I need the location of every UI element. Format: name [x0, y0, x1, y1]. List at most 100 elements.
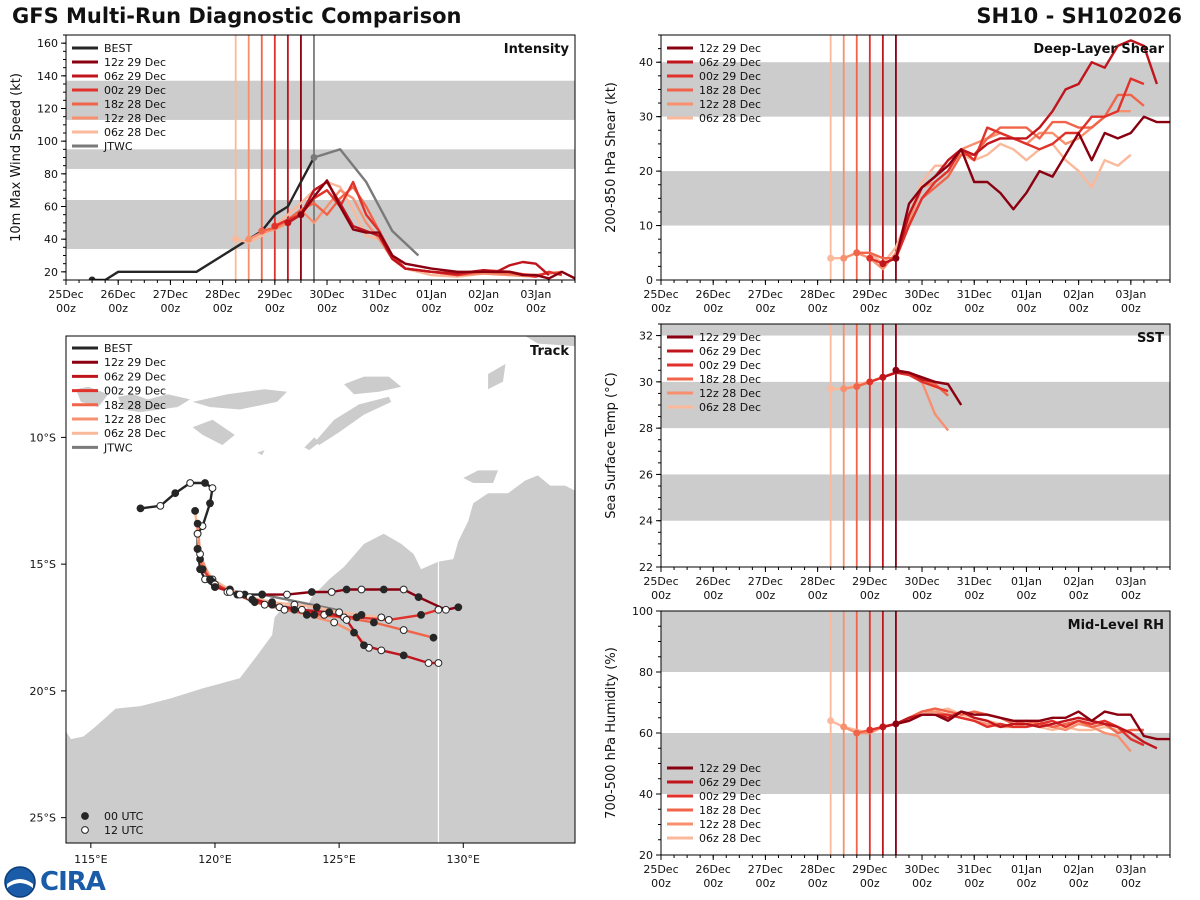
legend-label: 18z 28 Dec — [104, 98, 166, 111]
panel-title: Mid-Level RH — [1068, 618, 1164, 633]
x-tick-label-date: 27Dec — [748, 288, 783, 301]
track-point-12utc — [297, 605, 306, 614]
shaded-band — [661, 611, 1170, 672]
y-tick-label: 120 — [37, 103, 58, 116]
x-tick-label-date: 31Dec — [957, 575, 992, 588]
marker-legend-symbol — [81, 812, 89, 820]
x-tick-label-hour: 00z — [1121, 877, 1141, 890]
track-point-00utc — [136, 504, 145, 513]
x-tick-label-date: 02Jan — [1063, 863, 1094, 876]
x-tick-label-date: 03Jan — [1115, 288, 1146, 301]
track-point-00utc — [310, 610, 319, 619]
track-point-00utc — [352, 613, 361, 622]
x-tick-label-date: 30Dec — [904, 575, 939, 588]
x-tick-label-hour: 00z — [317, 302, 337, 315]
legend-label: 12z 28 Dec — [699, 387, 761, 400]
legend-label: 06z 29 Dec — [699, 56, 761, 69]
x-tick-label-date: 25Dec — [643, 288, 678, 301]
x-tick-label-date: 27Dec — [153, 288, 188, 301]
y-axis-label: 200-850 hPa Shear (kt) — [604, 82, 619, 233]
y-tick-label: 40 — [44, 233, 58, 246]
track-point-12utc — [441, 605, 450, 614]
y-tick-label: 100 — [632, 605, 653, 618]
x-tick-label-hour: 00z — [1121, 302, 1141, 315]
track-point-00utc — [379, 585, 388, 594]
series-start-point — [879, 723, 887, 731]
x-tick-label-hour: 00z — [108, 302, 128, 315]
x-tick-label-date: 30Dec — [309, 288, 344, 301]
series-start-point — [892, 254, 900, 262]
x-tick-label-hour: 00z — [1121, 589, 1141, 602]
x-tick-label-hour: 00z — [1017, 589, 1037, 602]
series-line — [895, 369, 963, 406]
panel-title: SST — [1137, 331, 1164, 346]
shaded-band — [66, 199, 575, 249]
x-tick-label-date: 29Dec — [852, 575, 887, 588]
legend-label: 12z 28 Dec — [699, 818, 761, 831]
y-tick-label: 80 — [639, 666, 653, 679]
series-line — [299, 179, 575, 280]
x-tick-label-date: 26Dec — [696, 288, 731, 301]
y-tick-label: 32 — [639, 330, 653, 343]
land-mass — [118, 394, 191, 413]
x-tick-label-date: 02Jan — [1063, 288, 1094, 301]
logo: CIRA — [4, 866, 106, 898]
track-point-12utc — [335, 608, 344, 617]
series-start-point — [245, 235, 253, 243]
track-point-12utc — [235, 590, 244, 599]
x-tick-label-date: 26Dec — [101, 288, 136, 301]
x-tick-label-hour: 00z — [651, 877, 671, 890]
y-tick-label: 0 — [646, 274, 653, 287]
legend-label: 00z 29 Dec — [699, 790, 761, 803]
legend-label: 06z 29 Dec — [104, 70, 166, 83]
shaded-band — [66, 149, 575, 169]
shaded-band — [661, 324, 1170, 336]
marker-legend-symbol — [81, 826, 89, 834]
x-tick-label-date: 25Dec — [643, 575, 678, 588]
track-point-00utc — [191, 507, 200, 515]
series-start-point — [866, 726, 874, 734]
y-tick-label: 24 — [639, 515, 653, 528]
x-tick-label-hour: 00z — [912, 302, 932, 315]
track-point-12utc — [377, 646, 386, 655]
x-tick-label-date: 26Dec — [696, 575, 731, 588]
cira-logo: CIRA — [40, 867, 106, 897]
y-tick-label: 22 — [639, 561, 653, 574]
x-tick-label-date: 31Dec — [362, 288, 397, 301]
series-start-point — [840, 254, 848, 262]
series-line — [92, 156, 316, 280]
x-tick-label-hour: 00z — [912, 877, 932, 890]
x-tick-label-hour: 00z — [808, 877, 828, 890]
x-tick-label-date: 02Jan — [468, 288, 499, 301]
track-point-00utc — [325, 608, 334, 617]
y-tick-label: 25°S — [30, 812, 56, 825]
series-line — [894, 115, 1170, 259]
series-start-point — [827, 717, 835, 725]
y-tick-label: 60 — [639, 727, 653, 740]
track-point-00utc — [258, 590, 267, 599]
x-tick-label-date: 01Jan — [416, 288, 447, 301]
track-point-12utc — [283, 590, 291, 599]
track-point-00utc — [429, 633, 438, 642]
land-mass — [463, 470, 498, 483]
legend-label: 12z 28 Dec — [104, 112, 166, 125]
track-point-12utc — [399, 585, 408, 594]
marker-legend-label: 00 UTC — [104, 810, 144, 823]
x-tick-label-date: 03Jan — [1115, 863, 1146, 876]
legend-label: 18z 28 Dec — [104, 399, 166, 412]
x-tick-label-hour: 00z — [651, 589, 671, 602]
x-tick-label-hour: 00z — [213, 302, 233, 315]
track-point-00utc — [268, 600, 276, 609]
shaded-band — [66, 80, 575, 120]
x-tick-label-hour: 00z — [1069, 302, 1089, 315]
track-point-12utc — [225, 588, 234, 596]
track-point-00utc — [206, 499, 214, 508]
track-point-12utc — [434, 659, 443, 667]
legend-label: 00z 29 Dec — [699, 359, 761, 372]
y-tick-label: 20°S — [30, 685, 56, 698]
track-point-12utc — [186, 479, 195, 487]
noaa-logo-icon — [4, 866, 36, 898]
x-tick-label-hour: 00z — [808, 589, 828, 602]
track-point-00utc — [198, 565, 207, 574]
series-start-point — [866, 254, 874, 262]
